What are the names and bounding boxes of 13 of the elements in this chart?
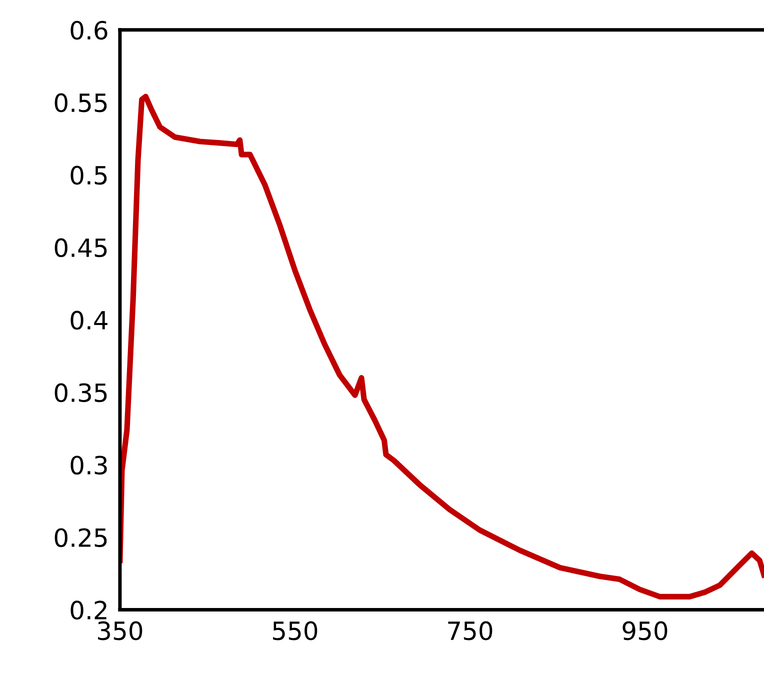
y-tick-label: 0.5 bbox=[70, 166, 107, 185]
y-tick-label: 0.25 bbox=[54, 528, 107, 548]
y-tick-label: 0.4 bbox=[70, 310, 108, 330]
x-tick-label: 950 bbox=[622, 621, 668, 640]
x-tick-label: 750 bbox=[448, 621, 492, 640]
y-tick-label: 0.3 bbox=[70, 456, 107, 475]
y-tick-label: 0.6 bbox=[70, 20, 108, 40]
y-tick-label: 0.2 bbox=[70, 600, 106, 620]
y-tick-label: 0.55 bbox=[54, 93, 107, 112]
x-tick-label: 350 bbox=[98, 621, 142, 640]
x-tick-label: 550 bbox=[273, 621, 318, 640]
y-tick-label: 0.35 bbox=[54, 383, 107, 402]
y-tick-label: 0.45 bbox=[54, 238, 107, 258]
